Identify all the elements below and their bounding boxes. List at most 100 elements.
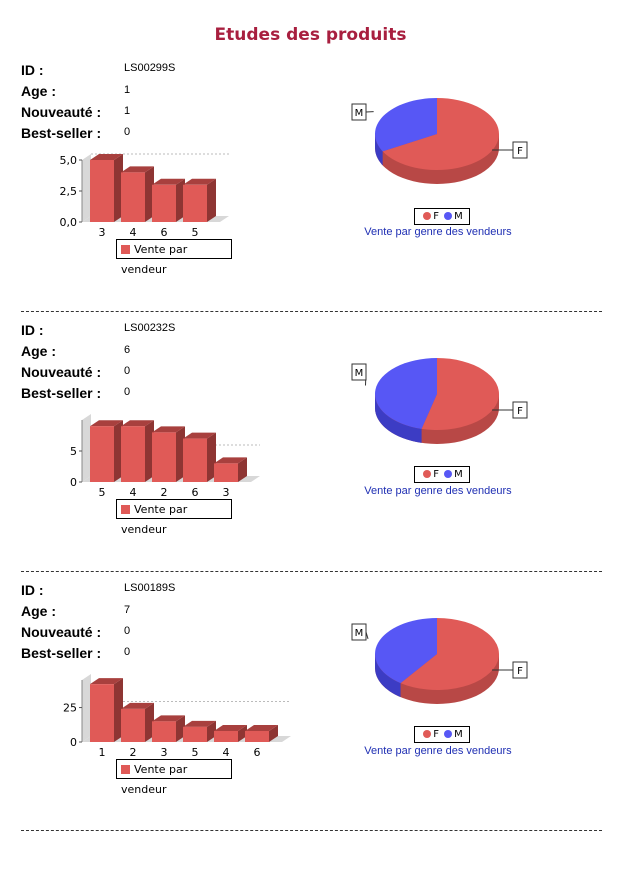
- novelty-value: 1: [124, 105, 131, 117]
- product-section: ID : LS00232S Age : 6 Nouveauté : 0 Best…: [0, 316, 621, 571]
- x-tick-label: 2: [161, 486, 168, 499]
- bar: [152, 184, 176, 222]
- pie-legend-f: F: [433, 469, 439, 480]
- x-tick-label: 3: [161, 746, 168, 759]
- y-tick-label: 2,5: [60, 185, 78, 198]
- bar-side: [145, 702, 154, 742]
- bar-top: [214, 457, 247, 464]
- x-tick-label: 2: [130, 746, 137, 759]
- legend-swatch: [121, 765, 130, 774]
- bar-side: [176, 178, 185, 222]
- bestseller-value: 0: [124, 646, 131, 658]
- novelty-label: Nouveauté :: [21, 104, 102, 120]
- bar-legend-label: Vente par vendeur: [121, 243, 188, 276]
- x-tick-label: 5: [192, 746, 199, 759]
- bestseller-value: 0: [124, 126, 131, 138]
- pie-label-f: F: [517, 146, 523, 157]
- pie-side-male: [375, 654, 401, 698]
- id-label: ID :: [21, 322, 44, 338]
- bar-side: [176, 426, 185, 482]
- pie-label-box-m: [351, 103, 367, 121]
- bar-side: [207, 178, 216, 222]
- bar-top: [121, 702, 154, 709]
- x-tick-label: 6: [254, 746, 261, 759]
- x-tick-label: 5: [192, 226, 199, 239]
- product-section: ID : LS00299S Age : 1 Nouveauté : 1 Best…: [0, 56, 621, 311]
- y-tick-label: 25: [63, 702, 77, 715]
- male-dot: [444, 470, 453, 478]
- pie-slice-male: [375, 358, 437, 429]
- bar: [214, 463, 238, 482]
- bar: [183, 184, 207, 222]
- bar: [183, 726, 207, 742]
- bar: [121, 172, 145, 222]
- pie-label-m: M: [355, 108, 364, 119]
- x-tick-label: 6: [161, 226, 168, 239]
- bar-top: [90, 154, 123, 160]
- pie-side-male: [375, 394, 422, 443]
- x-tick-label: 5: [99, 486, 106, 499]
- bar: [90, 426, 114, 482]
- bar-side: [269, 724, 278, 742]
- bar: [90, 160, 114, 222]
- bar-side: [145, 166, 154, 222]
- bar: [183, 438, 207, 482]
- section-divider: [21, 311, 602, 312]
- pie-legend-f: F: [433, 729, 439, 740]
- novelty-value: 0: [124, 625, 131, 637]
- bar-top: [183, 432, 216, 439]
- pie-label-box-f: [512, 401, 528, 419]
- female-dot: [423, 470, 432, 478]
- pie-caption: Vente par genre des vendeurs: [364, 745, 512, 757]
- novelty-label: Nouveauté :: [21, 364, 102, 380]
- chart-wall: [82, 414, 91, 482]
- bar-side: [145, 420, 154, 482]
- bar-legend: Vente par vendeur: [116, 239, 232, 276]
- page-title: Etudes des produits: [214, 25, 407, 45]
- bar-top: [183, 720, 216, 727]
- bar-top: [183, 178, 216, 185]
- bar-legend: Vente par vendeur: [116, 759, 232, 796]
- age-value: 6: [124, 344, 131, 356]
- x-tick-label: 6: [192, 486, 199, 499]
- pie-label-m: M: [355, 628, 364, 639]
- bar-top: [245, 724, 278, 731]
- chart-wall: [82, 154, 91, 222]
- male-dot: [444, 730, 453, 738]
- bar-side: [114, 420, 123, 482]
- pie-slice-female: [400, 618, 499, 690]
- y-tick-label: 0: [70, 476, 77, 489]
- bar: [152, 721, 176, 742]
- pie-legend: F M: [414, 726, 470, 743]
- bar-top: [121, 166, 154, 173]
- bar-side: [207, 432, 216, 482]
- bar-side: [238, 724, 247, 742]
- pie-label-box-f: [512, 661, 528, 679]
- pie-slice-female: [382, 98, 499, 170]
- section-divider: [21, 830, 602, 831]
- bestseller-value: 0: [124, 386, 131, 398]
- product-section: ID : LS00189S Age : 7 Nouveauté : 0 Best…: [0, 576, 621, 831]
- bar: [214, 730, 238, 742]
- id-value: LS00299S: [124, 62, 176, 74]
- y-tick-label: 5: [70, 445, 77, 458]
- pie-label-m: M: [355, 368, 364, 379]
- pie-legend-m: M: [454, 729, 463, 740]
- bar: [90, 684, 114, 742]
- bar-top: [90, 420, 123, 427]
- pie-legend-f: F: [433, 211, 439, 222]
- female-dot: [423, 212, 432, 220]
- bestseller-label: Best-seller :: [21, 385, 102, 401]
- pie-label-f: F: [517, 406, 523, 417]
- pie-chart: MF: [351, 618, 528, 704]
- pie-label-box-f: [512, 141, 528, 159]
- y-tick-label: 0,0: [60, 216, 78, 229]
- female-dot: [423, 730, 432, 738]
- bar-side: [114, 154, 123, 222]
- bar: [245, 730, 269, 742]
- pie-caption: Vente par genre des vendeurs: [364, 485, 512, 497]
- bar-top: [121, 420, 154, 427]
- bar-top: [152, 178, 185, 185]
- id-value: LS00232S: [124, 322, 176, 334]
- pie-legend-m: M: [454, 469, 463, 480]
